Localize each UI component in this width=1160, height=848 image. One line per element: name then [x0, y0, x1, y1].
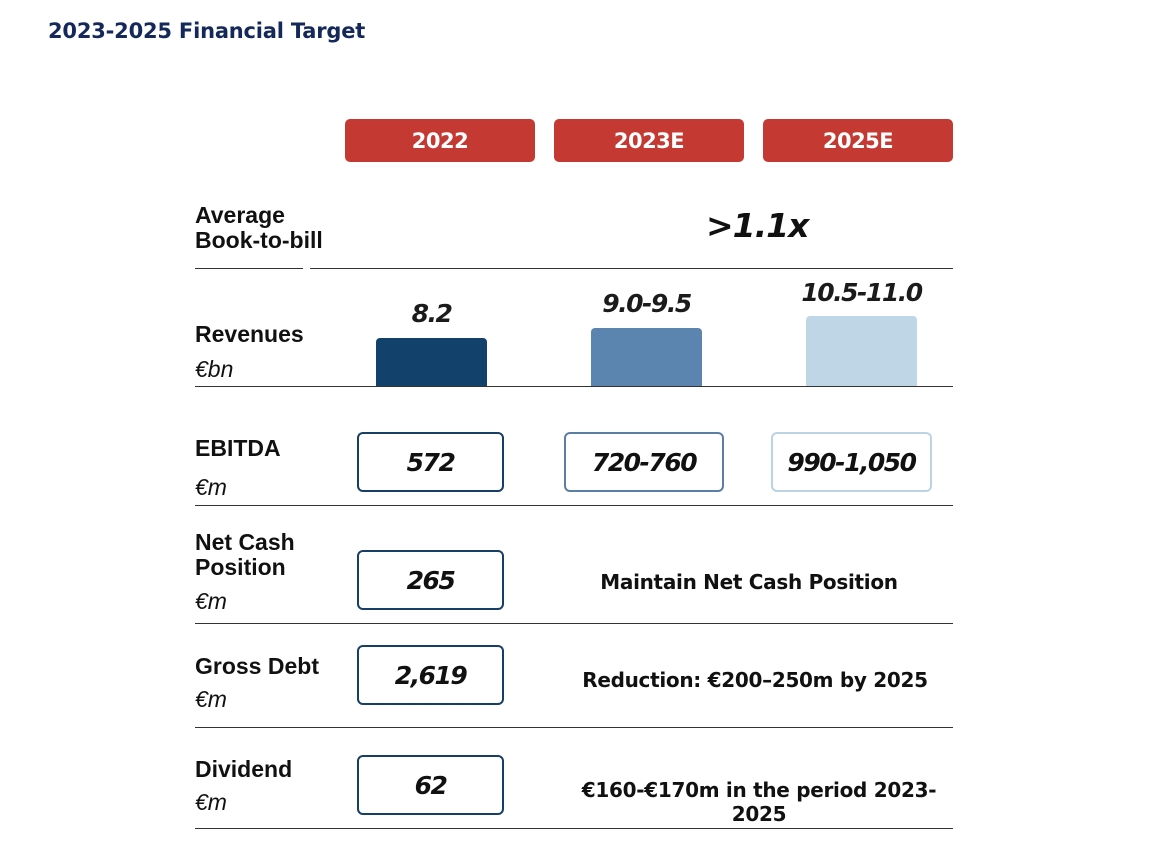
net-cash-label-line2: Position — [195, 554, 286, 580]
page-title: 2023-2025 Financial Target — [48, 19, 366, 43]
revenue-bar-2023e — [591, 328, 702, 387]
ebitda-value-2025e: 990-1,050 — [771, 432, 932, 492]
gross-debt-label: Gross Debt — [195, 653, 319, 679]
revenue-bar-2025e — [806, 316, 917, 387]
revenue-value-2025e: 10.5-11.0 — [801, 278, 923, 307]
net-cash-target: Maintain Net Cash Position — [600, 570, 898, 594]
gross-debt-target: Reduction: €200–250m by 2025 — [582, 668, 928, 692]
ebitda-value-2022: 572 — [357, 432, 504, 492]
divider — [195, 623, 953, 624]
revenues-unit: €bn — [195, 356, 234, 382]
divider — [195, 386, 953, 387]
ebitda-value-2023e: 720-760 — [564, 432, 724, 492]
ebitda-unit: €m — [195, 474, 227, 500]
revenue-bar-2022 — [376, 338, 487, 387]
divider — [195, 268, 303, 269]
divider — [195, 828, 953, 829]
revenue-value-2022: 8.2 — [411, 299, 453, 328]
revenues-label: Revenues — [195, 321, 304, 347]
dividend-target: €160-€170m in the period 2023-2025 — [581, 778, 937, 826]
ebitda-label: EBITDA — [195, 435, 281, 461]
book-to-bill-label-line2: Book-to-bill — [195, 227, 323, 253]
divider — [310, 268, 953, 269]
dividend-value-2022: 62 — [357, 755, 504, 815]
revenue-value-2023e: 9.0-9.5 — [602, 289, 692, 318]
dividend-label: Dividend — [195, 756, 293, 782]
book-to-bill-value: >1.1x — [706, 206, 809, 245]
gross-debt-value-2022: 2,619 — [357, 645, 504, 705]
divider — [195, 727, 953, 728]
net-cash-unit: €m — [195, 588, 227, 614]
divider — [195, 505, 953, 506]
book-to-bill-label-line1: Average — [195, 202, 285, 228]
net-cash-label-line1: Net Cash — [195, 529, 295, 555]
header-2023e: 2023E — [554, 119, 744, 162]
net-cash-value-2022: 265 — [357, 550, 504, 610]
dividend-unit: €m — [195, 789, 227, 815]
header-2025e: 2025E — [763, 119, 953, 162]
header-2022: 2022 — [345, 119, 535, 162]
gross-debt-unit: €m — [195, 686, 227, 712]
